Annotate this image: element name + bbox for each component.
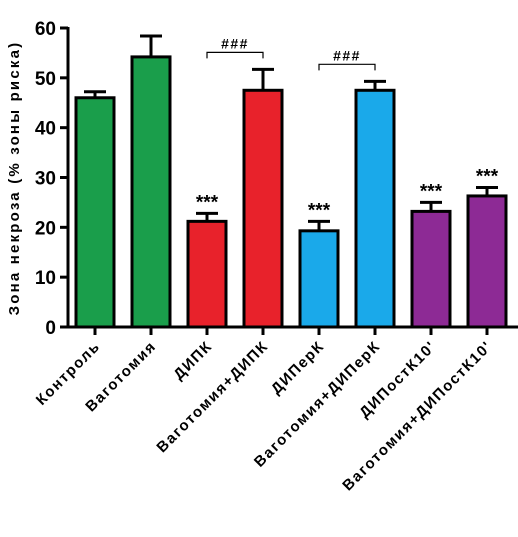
x-tick-label: ДИПК <box>170 338 216 384</box>
comparison-label: ### <box>333 47 361 63</box>
y-tick-label: 40 <box>35 119 56 140</box>
bar <box>354 88 396 329</box>
comparison-bracket <box>206 51 264 59</box>
x-tick-label: ДИПерК <box>268 338 328 398</box>
significance-label: *** <box>308 200 331 221</box>
y-tick-label: 30 <box>35 169 56 190</box>
y-axis-label: Зона некроза (% зоны риска) <box>6 41 23 316</box>
y-tick-label: 20 <box>35 218 56 239</box>
bar <box>130 55 172 329</box>
y-tick-label: 60 <box>35 19 56 40</box>
bar <box>298 229 340 329</box>
bar <box>410 209 452 329</box>
x-tick-label: Ваготомия+ДИПК <box>153 338 271 456</box>
bar <box>466 194 508 329</box>
significance-label: *** <box>420 181 443 202</box>
bar <box>74 96 116 329</box>
bar <box>242 88 284 329</box>
y-tick-label: 50 <box>35 69 56 90</box>
comparison-bracket <box>318 63 376 71</box>
significance-label: *** <box>476 166 499 187</box>
y-tick-label: 0 <box>45 318 56 339</box>
y-tick-label: 10 <box>35 268 56 289</box>
comparison-label: ### <box>221 35 249 51</box>
significance-label: *** <box>196 192 219 213</box>
plot-area: 0102030405060КонтрольВаготомия***ДИПКВаг… <box>33 19 518 494</box>
bar <box>186 219 228 329</box>
